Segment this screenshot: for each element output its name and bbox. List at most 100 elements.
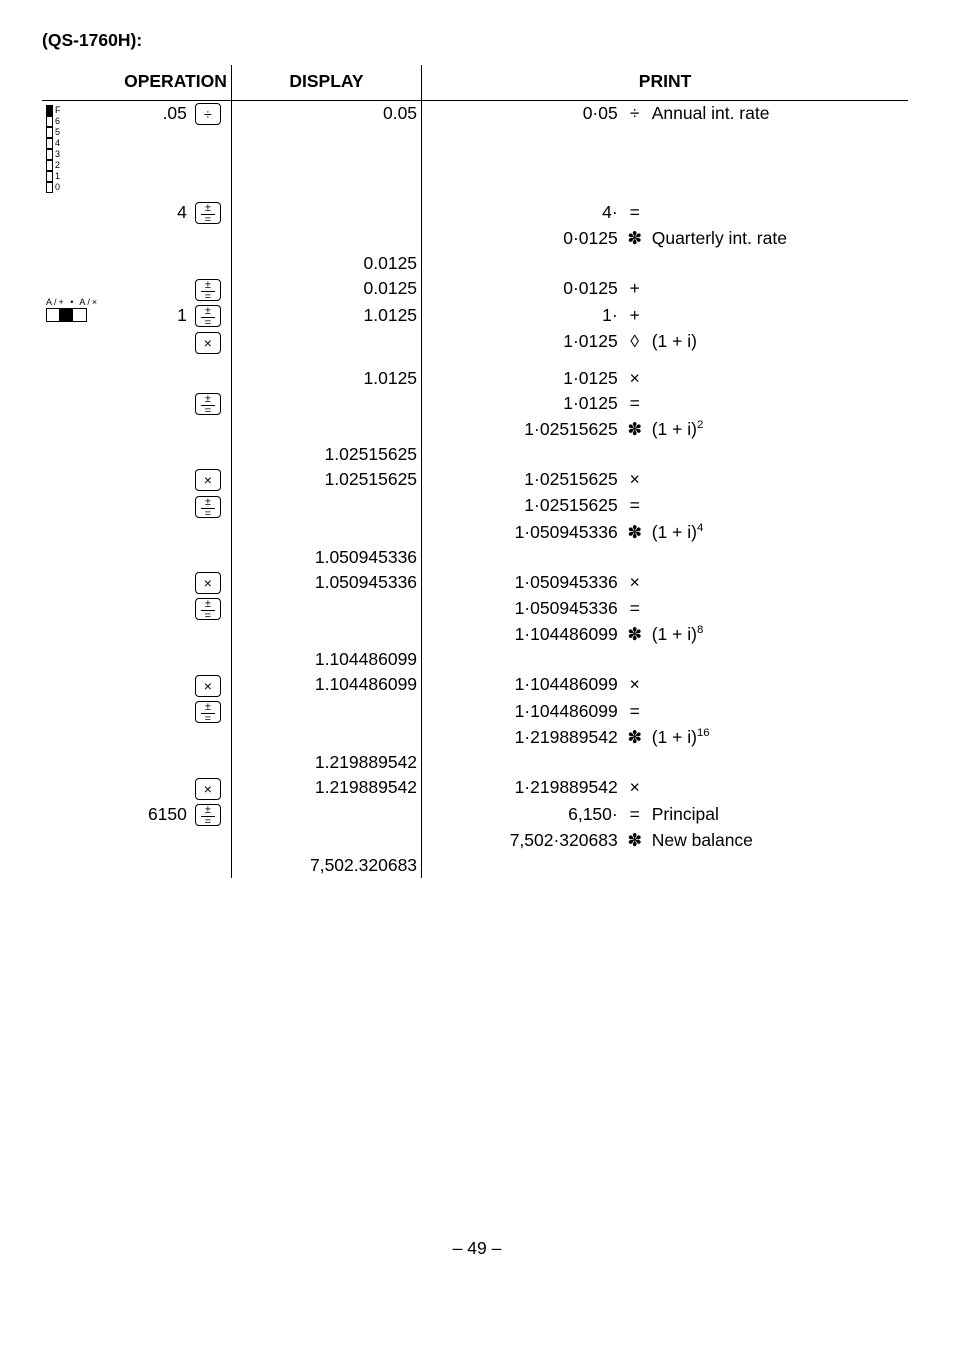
operation-key: ±= [191, 303, 232, 329]
table-row: ±=1·02515625= [42, 493, 908, 519]
print-number [422, 750, 622, 775]
operation-key [191, 828, 232, 853]
operation-number: 1 [120, 303, 191, 329]
header-display: DISPLAY [231, 65, 421, 101]
print-annotation [648, 276, 908, 302]
print-number: 1·219889542 [422, 725, 622, 750]
print-symbol: × [622, 775, 648, 801]
operation-number [120, 725, 191, 750]
print-symbol: × [622, 672, 648, 698]
table-row: 1·219889542✽(1 + i)16 [42, 725, 908, 750]
print-annotation [648, 672, 908, 698]
print-number: 1·02515625 [422, 417, 622, 442]
operation-key [191, 520, 232, 545]
slide-switch-icon: A/+ • A/× [46, 308, 87, 322]
print-number: 0·0125 [422, 226, 622, 251]
display-value: 1.0125 [231, 366, 421, 391]
key-plusminus-equals: ±= [195, 202, 221, 224]
print-symbol: ✽ [622, 725, 648, 750]
operation-key: × [191, 570, 232, 596]
key-times: × [195, 778, 221, 800]
key-plusminus-equals: ±= [195, 496, 221, 518]
print-symbol: + [622, 303, 648, 329]
table-header-row: OPERATION DISPLAY PRINT [42, 65, 908, 101]
table-row: 6150±=6,150·=Principal [42, 802, 908, 828]
table-row: 0·0125✽Quarterly int. rate [42, 226, 908, 251]
table-row: 1.02515625 [42, 442, 908, 467]
print-annotation [648, 366, 908, 391]
operation-number [120, 775, 191, 801]
table-row: 1.050945336 [42, 545, 908, 570]
display-value [231, 391, 421, 417]
operation-key: ±= [191, 200, 232, 226]
operation-number [120, 699, 191, 725]
key-times: × [195, 469, 221, 491]
operation-key: × [191, 672, 232, 698]
operation-key [191, 545, 232, 570]
display-value: 1.104486099 [231, 672, 421, 698]
operation-key: ±= [191, 493, 232, 519]
print-number: 0·0125 [422, 276, 622, 302]
display-value: 1.219889542 [231, 750, 421, 775]
operation-number [120, 647, 191, 672]
print-annotation [648, 467, 908, 493]
display-value [231, 596, 421, 622]
print-annotation: (1 + i)16 [648, 725, 908, 750]
operation-key: ÷ [191, 101, 232, 201]
operation-number [120, 226, 191, 251]
print-symbol: ◊ [622, 329, 648, 355]
print-symbol: = [622, 596, 648, 622]
display-value: 1.104486099 [231, 647, 421, 672]
operation-key [191, 622, 232, 647]
calculation-table: OPERATION DISPLAY PRINT F6543210.05÷0.05… [42, 65, 908, 878]
print-number [422, 647, 622, 672]
display-value [231, 226, 421, 251]
print-number: 1·0125 [422, 391, 622, 417]
operation-number [120, 672, 191, 698]
operation-key [191, 226, 232, 251]
print-number [422, 853, 622, 878]
operation-number [120, 622, 191, 647]
operation-number [120, 329, 191, 355]
display-value [231, 520, 421, 545]
operation-number [120, 596, 191, 622]
operation-number [120, 391, 191, 417]
print-symbol: = [622, 802, 648, 828]
operation-key: ±= [191, 802, 232, 828]
table-row: ×1.1044860991·104486099× [42, 672, 908, 698]
print-symbol: ✽ [622, 417, 648, 442]
display-value: 1.0125 [231, 303, 421, 329]
print-symbol: ✽ [622, 226, 648, 251]
operation-number [120, 417, 191, 442]
table-row: 1·02515625✽(1 + i)2 [42, 417, 908, 442]
print-number: 1·0125 [422, 366, 622, 391]
print-number: 1·050945336 [422, 520, 622, 545]
display-value [231, 200, 421, 226]
key-plusminus-equals: ±= [195, 701, 221, 723]
print-symbol: × [622, 570, 648, 596]
print-symbol [622, 442, 648, 467]
table-row: ±=0.01250·0125+ [42, 276, 908, 302]
display-value [231, 725, 421, 750]
table-row: 1.104486099 [42, 647, 908, 672]
display-value: 7,502.320683 [231, 853, 421, 878]
print-symbol [622, 853, 648, 878]
operation-number [120, 750, 191, 775]
print-symbol: = [622, 391, 648, 417]
operation-number [120, 467, 191, 493]
table-row: ×1.0509453361·050945336× [42, 570, 908, 596]
display-value: 0.0125 [231, 251, 421, 276]
operation-key [191, 366, 232, 391]
print-symbol [622, 750, 648, 775]
print-symbol: = [622, 493, 648, 519]
display-value: 1.219889542 [231, 775, 421, 801]
display-value [231, 802, 421, 828]
operation-key: × [191, 329, 232, 355]
operation-number: 6150 [120, 802, 191, 828]
print-symbol: = [622, 200, 648, 226]
print-annotation: Principal [648, 802, 908, 828]
print-number: 1·02515625 [422, 467, 622, 493]
table-row: A/+ • A/×1±=1.01251·+ [42, 303, 908, 329]
print-annotation [648, 545, 908, 570]
print-symbol: ÷ [622, 101, 648, 201]
